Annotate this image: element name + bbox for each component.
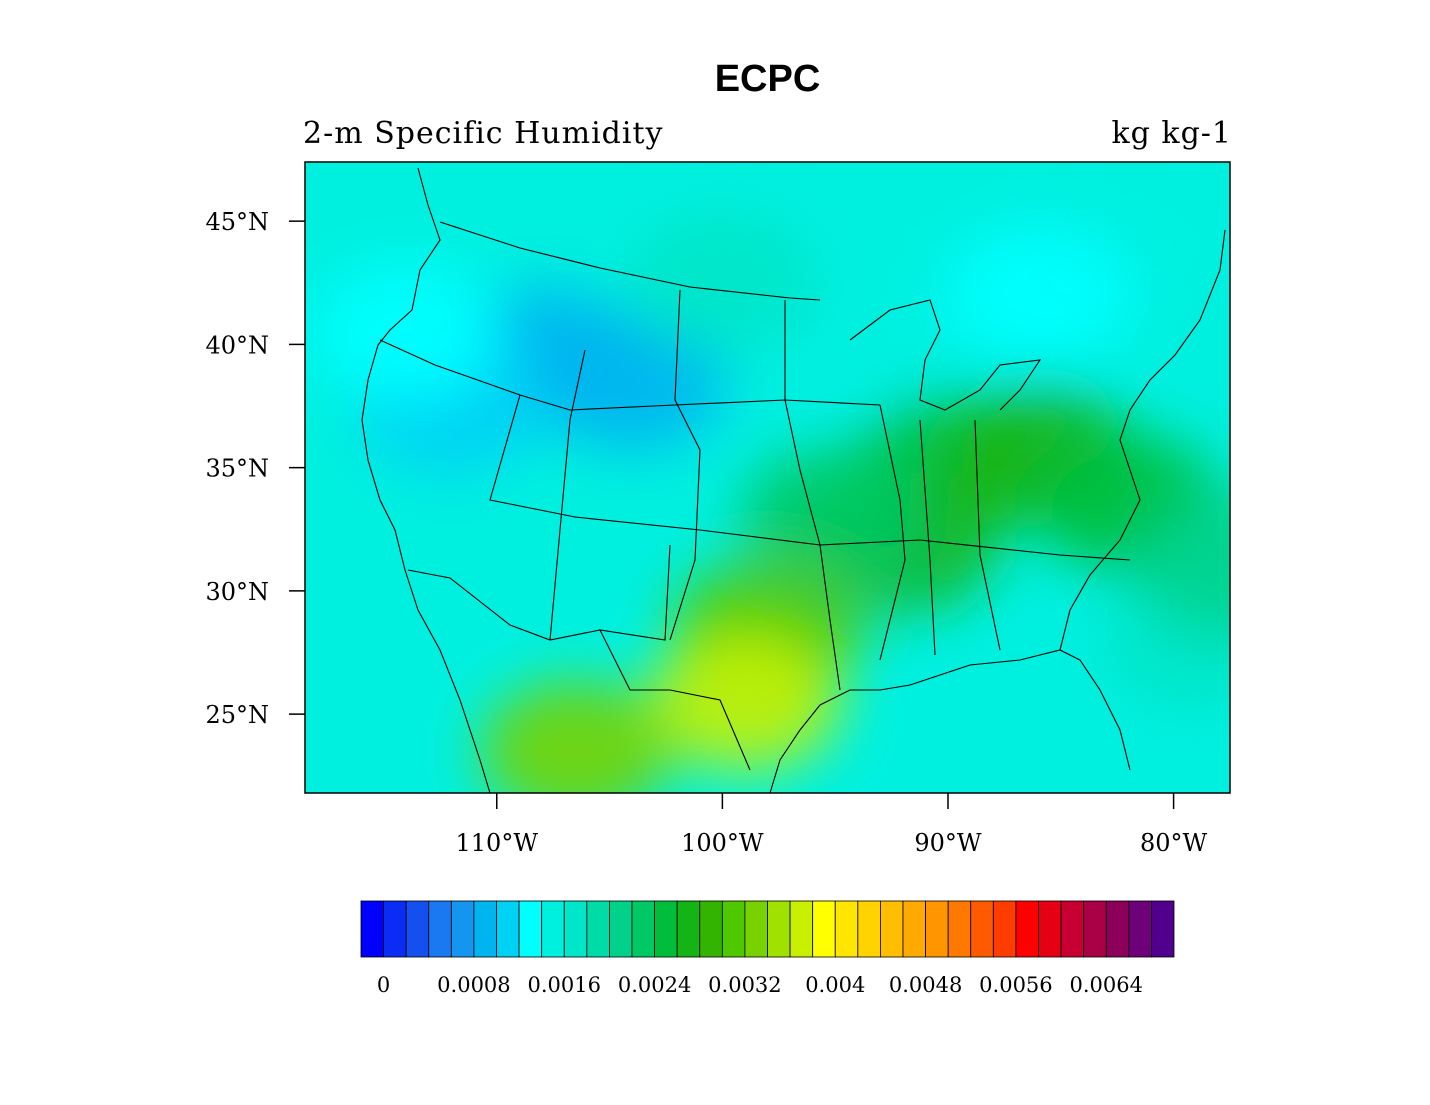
coastline-gulf — [769, 649, 1131, 793]
colorbar-swatch — [699, 900, 723, 958]
colorbar-swatch — [1128, 900, 1152, 958]
lon-tick-label: 80°W — [1140, 829, 1208, 857]
colorbar-swatch — [947, 900, 972, 958]
humidity-field — [305, 162, 1230, 793]
map-title: ECPC — [714, 58, 821, 100]
colorbar-label: 0.0032 — [708, 973, 781, 997]
units-label: kg kg-1 — [1111, 116, 1232, 151]
lat-tick-label: 35°N — [205, 455, 269, 483]
coastline-west — [361, 167, 491, 793]
field-blob-5 — [627, 212, 818, 353]
great-lakes — [849, 299, 1042, 411]
colorbar-swatch — [1015, 900, 1039, 958]
colorbar-swatch — [586, 900, 610, 958]
field-blob-11 — [740, 446, 931, 587]
colorbar-swatch — [767, 900, 791, 958]
field-blob-14 — [480, 681, 671, 793]
coastline-atlantic — [1059, 229, 1226, 651]
colorbar-swatch — [1151, 900, 1175, 958]
field-blob-7 — [943, 225, 1134, 366]
colorbar-swatch — [744, 900, 768, 958]
latitude-axis: 45°N 40°N 35°N 30°N 25°N — [205, 208, 305, 729]
colorbar-swatch — [428, 900, 452, 958]
colorbar-swatch — [360, 900, 384, 958]
colorbar-swatch — [405, 900, 430, 958]
variable-name: 2-m Specific Humidity — [303, 116, 664, 151]
colorbar-swatch — [992, 900, 1017, 958]
colorbar-label: 0.0064 — [1070, 973, 1143, 997]
colorbar-swatch — [541, 900, 565, 958]
longitude-axis: 110°W 100°W 90°W 80°W — [456, 793, 1208, 857]
colorbar-swatch — [473, 900, 497, 958]
border-ut-co-line — [489, 394, 1131, 561]
canada-border — [439, 221, 821, 301]
colorbar-label: 0.0008 — [437, 973, 510, 997]
colorbar-swatch — [1038, 900, 1062, 958]
lon-tick-label: 100°W — [681, 829, 764, 857]
colorbar-swatch — [676, 900, 701, 958]
colorbar-swatch — [1083, 900, 1107, 958]
field-blob-17 — [1135, 496, 1230, 637]
colorbar-swatch — [1105, 900, 1130, 958]
lon-tick-label: 90°W — [914, 829, 982, 857]
field-blob-13 — [649, 631, 840, 772]
lat-tick-label: 40°N — [205, 331, 269, 359]
colorbar — [360, 900, 1175, 958]
border-horizontal-2 — [407, 569, 601, 641]
colorbar-swatch — [609, 900, 633, 958]
colorbar-swatch — [383, 900, 407, 958]
field-blob-1 — [537, 311, 728, 452]
colorbar-swatch — [857, 900, 881, 958]
colorbar-swatch — [496, 900, 520, 958]
colorbar-swatch — [563, 900, 588, 958]
map-frame — [304, 161, 1231, 794]
colorbar-swatch — [518, 900, 543, 958]
colorbar-label: 0.0056 — [979, 973, 1052, 997]
colorbar-label: 0 — [377, 973, 390, 997]
border-vertical-1 — [549, 349, 586, 641]
border-horizontal-1 — [379, 339, 881, 411]
colorbar-swatch — [880, 900, 904, 958]
colorbar-swatch — [834, 900, 859, 958]
border-tx — [599, 544, 751, 771]
border-east — [879, 404, 1001, 661]
colorbar-swatch — [721, 900, 746, 958]
border-vertical-3 — [784, 300, 841, 691]
field-blob-3 — [311, 262, 502, 403]
colorbar-swatch — [789, 900, 814, 958]
colorbar-label: 0.0016 — [528, 973, 601, 997]
colorbar-swatch — [654, 900, 678, 958]
lat-tick-label: 30°N — [205, 578, 269, 606]
state-borders — [361, 167, 1226, 793]
colorbar-swatch — [812, 900, 836, 958]
colorbar-labels: 0 0.0008 0.0016 0.0024 0.0032 0.004 0.0048 0.00… — [377, 973, 1143, 997]
colorbar-swatch — [450, 900, 475, 958]
lat-tick-label: 45°N — [205, 208, 269, 236]
colorbar-swatch — [970, 900, 994, 958]
colorbar-label: 0.0024 — [618, 973, 691, 997]
colorbar-swatch — [1060, 900, 1085, 958]
lon-tick-label: 110°W — [456, 829, 539, 857]
colorbar-swatch — [902, 900, 926, 958]
colorbar-swatch — [925, 900, 949, 958]
colorbar-label: 0.004 — [805, 973, 865, 997]
lat-tick-label: 25°N — [205, 701, 269, 729]
colorbar-swatch — [631, 900, 655, 958]
colorbar-label: 0.0048 — [889, 973, 962, 997]
border-vertical-2 — [669, 289, 701, 641]
